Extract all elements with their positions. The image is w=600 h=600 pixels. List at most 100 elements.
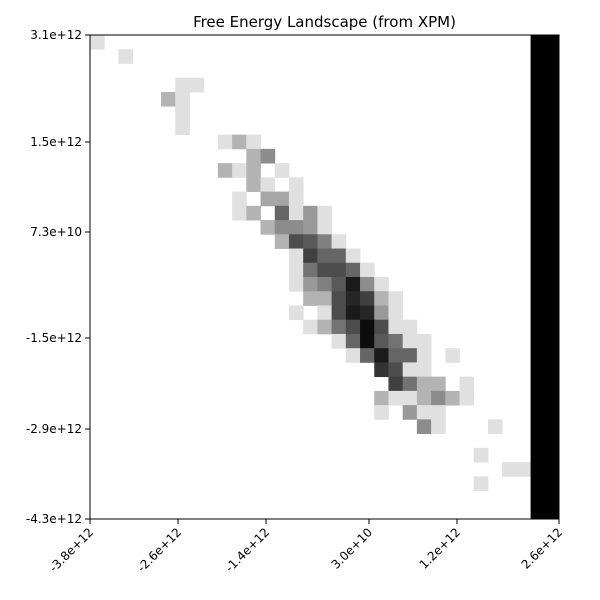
heatmap-cell — [544, 248, 560, 264]
heatmap-cell — [530, 362, 546, 378]
heatmap-cell — [317, 305, 332, 321]
heatmap-cell — [530, 376, 546, 392]
heatmap-cell — [331, 319, 347, 335]
heatmap-cell — [416, 348, 432, 363]
heatmap-cell — [544, 191, 560, 207]
heatmap-cell — [487, 419, 503, 434]
y-axis: 3.1e+12 1.5e+12 7.3e+10 -1.5e+12 -2.9e+12 -4.… — [26, 28, 90, 526]
heatmap-cell — [416, 362, 432, 378]
heatmap-cell — [530, 419, 546, 434]
heatmap-cell — [530, 490, 546, 506]
heatmap-cell — [431, 419, 446, 434]
heatmap-cell — [345, 319, 361, 335]
heatmap-cell — [416, 419, 432, 434]
heatmap-cell — [288, 191, 304, 207]
heatmap-cell — [303, 319, 318, 335]
heatmap-cell — [232, 134, 247, 150]
heatmap-cell — [260, 148, 276, 164]
heatmap-cell — [530, 504, 546, 520]
heatmap-cell — [317, 248, 332, 264]
heatmap-cell — [374, 333, 389, 349]
heatmap-cell — [530, 205, 546, 221]
y-tick-label: -1.5e+12 — [26, 331, 82, 345]
heatmap-cell — [402, 319, 418, 335]
heatmap-cell — [189, 77, 205, 93]
y-tick-label: -4.3e+12 — [26, 512, 82, 526]
heatmap-cell — [530, 405, 546, 420]
heatmap-cell — [530, 305, 546, 321]
heatmap-cell — [175, 106, 190, 121]
heatmap-cell — [317, 319, 332, 335]
heatmap-cell — [530, 447, 546, 463]
heatmap-cell — [303, 220, 318, 235]
heatmap-cell — [530, 248, 546, 264]
heatmap-cell — [274, 205, 290, 221]
heatmap-cell — [459, 390, 475, 406]
heatmap-cell — [388, 291, 404, 306]
heatmap-cell — [530, 277, 546, 292]
heatmap-cell — [288, 305, 304, 321]
heatmap-cell — [360, 277, 375, 292]
heatmap-cell — [246, 163, 261, 178]
plot-frame — [89, 34, 560, 520]
heatmap-cell — [473, 476, 489, 491]
heatmap-cell — [317, 277, 332, 292]
heatmap-cell — [530, 148, 546, 164]
heatmap-cell — [175, 77, 190, 93]
heatmap-cell — [473, 447, 489, 463]
heatmap-cell — [431, 376, 446, 392]
heatmap-cell — [544, 277, 560, 292]
heatmap-cell — [246, 177, 261, 192]
heatmap-cell — [303, 291, 318, 306]
heatmap-cell — [331, 234, 347, 249]
heatmap-cell — [544, 77, 560, 93]
heatmap-cell — [530, 191, 546, 207]
heatmap-cell — [544, 91, 560, 107]
y-tick-label: 3.1e+12 — [30, 28, 82, 42]
heatmap-cell — [530, 433, 546, 449]
heatmap-cell — [530, 333, 546, 349]
heatmap-cell — [402, 390, 418, 406]
heatmap-cell — [345, 291, 361, 306]
heatmap-cell — [544, 148, 560, 164]
heatmap-cell — [544, 262, 560, 278]
heatmap-cell — [544, 163, 560, 178]
heatmap-cell — [260, 220, 276, 235]
heatmap-cell — [317, 205, 332, 221]
heatmap-cell — [544, 447, 560, 463]
heatmap-cell — [544, 490, 560, 506]
heatmap-cell — [530, 476, 546, 491]
heatmap-cell — [530, 77, 546, 93]
heatmap-cell — [303, 205, 318, 221]
heatmap-cell — [530, 91, 546, 107]
heatmap-cell — [502, 462, 517, 477]
y-tick-label: 7.3e+10 — [30, 225, 82, 239]
heatmap-cell — [274, 163, 290, 178]
heatmap-cell — [544, 49, 560, 64]
heatmap-cell — [544, 220, 560, 235]
heatmap-cell — [274, 234, 290, 249]
heatmap-cell — [317, 220, 332, 235]
heatmap-cell — [374, 277, 389, 292]
heatmap-cell — [161, 91, 176, 107]
heatmap-cell — [232, 163, 247, 178]
heatmap-cell — [530, 120, 546, 136]
heatmap-cell — [303, 262, 318, 278]
heatmap-cell — [331, 305, 347, 321]
heatmap-cell — [544, 390, 560, 406]
heatmap-cell — [530, 220, 546, 235]
heatmap-cell — [544, 319, 560, 335]
heatmap-cell — [530, 63, 546, 79]
heatmap-cell — [431, 405, 446, 420]
heatmap-cell — [345, 262, 361, 278]
heatmap-cell — [345, 305, 361, 321]
heatmap-cell — [445, 390, 460, 406]
heatmap-cell — [331, 277, 347, 292]
heatmap-cell — [260, 177, 276, 192]
heatmap-cell — [345, 248, 361, 264]
heatmap-cell — [288, 234, 304, 249]
y-tick-label: 1.5e+12 — [30, 135, 82, 149]
heatmap-cell — [388, 390, 404, 406]
heatmap-cell — [274, 220, 290, 235]
